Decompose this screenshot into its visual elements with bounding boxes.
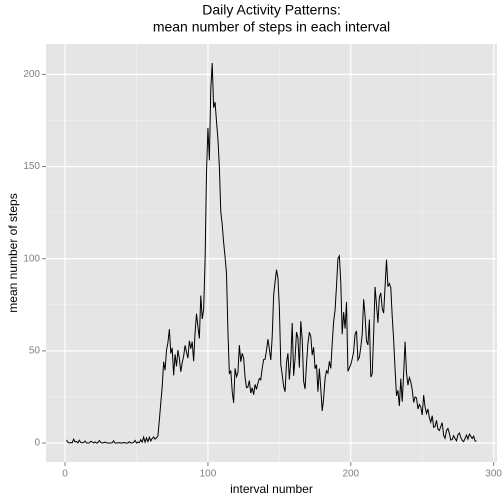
y-tick-label: 100 [23, 253, 40, 264]
y-tick-label: 150 [23, 161, 40, 172]
x-tick-label: 0 [62, 469, 68, 480]
panel [46, 44, 497, 462]
y-tick-label: 0 [34, 438, 40, 449]
y-axis-title: mean number of steps [6, 193, 20, 312]
x-tick-label: 100 [200, 469, 217, 480]
data-line [66, 62, 477, 445]
chart-subtitle: mean number of steps in each interval [153, 19, 390, 35]
x-axis-title: interval number [230, 482, 313, 496]
chart-title: Daily Activity Patterns: [202, 2, 341, 18]
plot-area [66, 62, 477, 445]
x-tick-label: 200 [342, 469, 359, 480]
y-tick-label: 200 [23, 69, 40, 80]
y-tick-label: 50 [29, 346, 41, 357]
x-tick-label: 300 [485, 469, 502, 480]
